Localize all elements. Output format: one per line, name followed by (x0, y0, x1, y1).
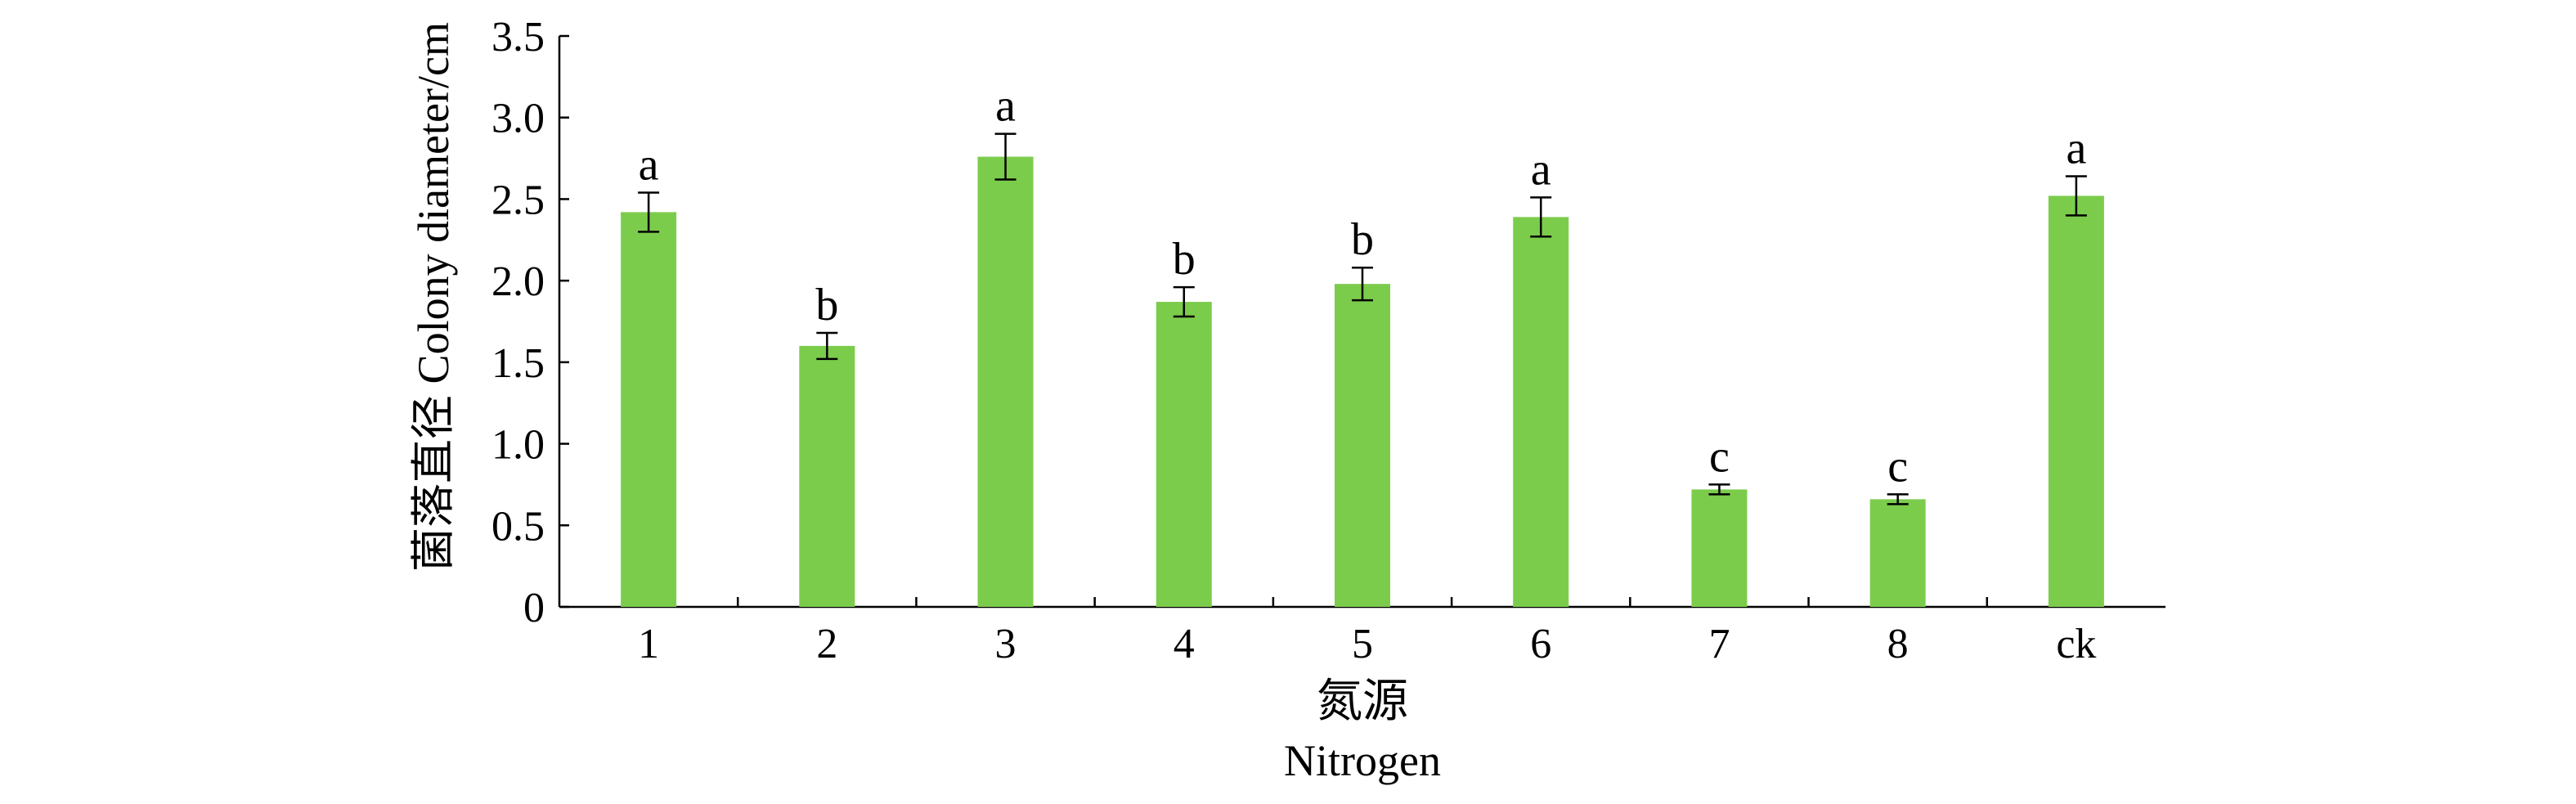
x-axis-title: 氮源 (1317, 676, 1408, 727)
bar (1691, 489, 1748, 607)
x-tick-label: 7 (1708, 621, 1730, 667)
y-tick-label: 3.5 (491, 14, 545, 61)
x-tick-label: 1 (638, 621, 659, 667)
x-tick-label: 2 (816, 621, 837, 667)
x-tick-label: 6 (1530, 621, 1551, 667)
significance-label: c (1709, 431, 1730, 482)
significance-label: a (639, 139, 659, 190)
y-tick-label: 0.5 (491, 503, 545, 550)
bar (2048, 195, 2104, 607)
bar (1156, 302, 1212, 607)
y-tick-label: 2.0 (491, 258, 545, 305)
x-tick-label: 4 (1174, 621, 1195, 667)
significance-label: a (2066, 124, 2086, 174)
x-tick-label: ck (2056, 621, 2096, 667)
significance-label: b (1351, 214, 1374, 265)
bar (1513, 217, 1569, 607)
x-tick-label: 5 (1352, 621, 1373, 667)
y-tick-label: 0 (523, 585, 545, 631)
x-axis-title-english: Nitrogen (1284, 736, 1441, 785)
bar (977, 156, 1034, 607)
significance-label: b (815, 280, 838, 330)
x-tick-label: 3 (995, 621, 1016, 667)
bar (1335, 284, 1390, 607)
significance-label: a (1531, 144, 1551, 195)
significance-label: b (1173, 234, 1196, 285)
y-tick-label: 1.0 (491, 422, 545, 469)
bar (799, 345, 855, 607)
y-tick-label: 2.5 (491, 177, 545, 223)
plot-area: 0 0.5 1.0 1.5 2.0 2.5 3.0 3.5 a 1 b 2 a 3 b 4 b 5 a 6 c 7 c 8 a c… (491, 14, 2165, 667)
y-tick-label: 1.5 (491, 340, 545, 387)
x-tick-label: 8 (1887, 621, 1909, 667)
bar (1869, 499, 1926, 607)
significance-label: c (1887, 441, 1908, 492)
bar (621, 212, 677, 607)
y-axis-title: 菌落直径 Colony diameter/cm (409, 22, 458, 572)
significance-label: a (995, 81, 1016, 132)
y-tick-label: 3.0 (491, 96, 545, 142)
